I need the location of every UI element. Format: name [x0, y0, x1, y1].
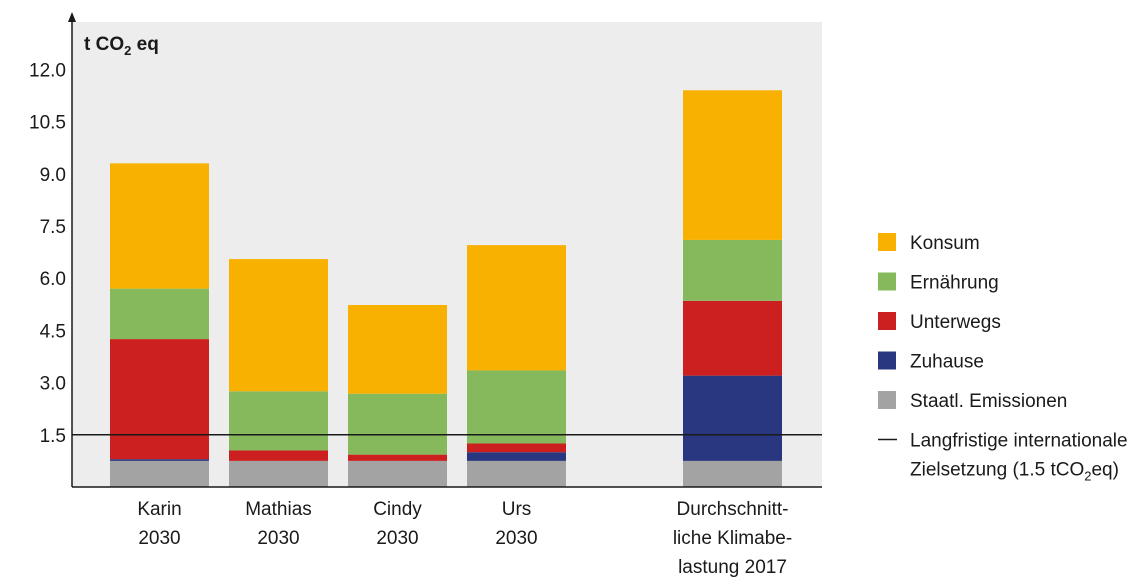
bar-segment — [348, 304, 447, 394]
bar-segment — [467, 460, 566, 487]
category-label: 2030 — [495, 528, 537, 549]
bar-segment — [229, 391, 328, 451]
legend-label: Staatl. Emissionen — [910, 391, 1067, 412]
bar-segment — [467, 443, 566, 453]
y-tick-label: 4.5 — [40, 321, 66, 342]
bar-segment — [683, 375, 782, 461]
category-label: 2030 — [376, 528, 418, 549]
bar-segment — [110, 288, 209, 340]
y-tick-label: 1.5 — [40, 426, 66, 447]
y-axis-arrow — [68, 12, 76, 22]
category-labels: Karin 2030 Mathias 2030 Cindy 2030 Urs 2030 Durc… — [137, 499, 792, 578]
bar-segment — [683, 460, 782, 487]
legend-label: Ernährung — [910, 273, 999, 294]
category-label: lastung 2017 — [678, 557, 787, 578]
category-label: 2030 — [138, 528, 180, 549]
bar-segment — [229, 450, 328, 461]
y-tick-label: 7.5 — [40, 217, 66, 238]
legend-swatch — [878, 272, 896, 291]
legend-label: Langfristige internationale — [910, 431, 1128, 452]
bar-segment — [348, 454, 447, 461]
bar-segment — [683, 90, 782, 240]
legend-label: Unterwegs — [910, 312, 1001, 333]
legend-label: Zielsetzung (1.5 tCO2eq) — [910, 460, 1119, 484]
category-label: Urs — [502, 499, 532, 520]
bar-segment — [110, 339, 209, 460]
legend-swatch — [878, 233, 896, 251]
y-tick-label: 12.0 — [29, 60, 66, 81]
legend-label: Zuhause — [910, 352, 984, 373]
y-tick-label: 3.0 — [40, 374, 66, 395]
bar-segment — [683, 300, 782, 376]
category-label: Durchschnitt- — [677, 499, 789, 520]
bar-segment — [683, 239, 782, 301]
bar-segment — [110, 459, 209, 461]
bar-segment — [348, 460, 447, 487]
bar-segment — [229, 460, 328, 487]
y-axis-unit-label: t CO2 eq — [84, 34, 159, 58]
bar-segment — [348, 393, 447, 455]
legend-swatch — [878, 312, 896, 330]
category-label: liche Klimabe- — [673, 528, 792, 549]
y-tick-label: 9.0 — [40, 165, 66, 186]
category-label: Karin — [137, 499, 181, 520]
bar-stacks — [110, 90, 782, 487]
bar-segment — [110, 163, 209, 289]
bar-segment — [467, 370, 566, 444]
bar-segment — [229, 259, 328, 392]
y-tick-labels: 12.0 10.5 9.0 7.5 6.0 4.5 3.0 1.5 — [29, 60, 66, 446]
y-tick-label: 10.5 — [29, 113, 66, 134]
legend: Konsum Ernährung Unterwegs Zuhause Staatl. E… — [878, 233, 1128, 484]
category-label: 2030 — [257, 528, 299, 549]
legend-label: Konsum — [910, 233, 980, 254]
y-tick-label: 6.0 — [40, 269, 66, 290]
category-label: Mathias — [245, 499, 312, 520]
bar-segment — [467, 452, 566, 461]
bar-segment — [110, 460, 209, 487]
bar-segment — [467, 245, 566, 371]
legend-swatch — [878, 351, 896, 370]
category-label: Cindy — [373, 499, 422, 520]
legend-swatch — [878, 391, 896, 409]
